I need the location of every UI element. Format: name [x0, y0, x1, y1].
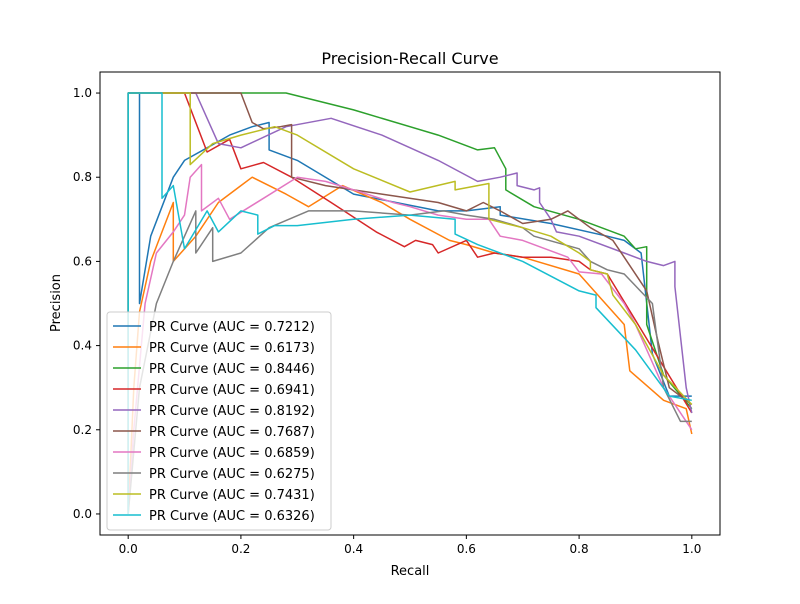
- legend-box: [106, 311, 332, 531]
- plot-lines: [127, 92, 693, 515]
- legend-entry-label: PR Curve (AUC = 0.6173): [149, 341, 315, 356]
- legend-entry-label: PR Curve (AUC = 0.6275): [149, 467, 315, 482]
- series-line-3: [127, 92, 693, 514]
- x-tick-label: 0.4: [344, 542, 363, 556]
- legend-entry-label: PR Curve (AUC = 0.7212): [149, 320, 315, 335]
- legend-entry-label: PR Curve (AUC = 0.6941): [149, 383, 315, 398]
- y-tick-label: 0.2: [73, 423, 92, 437]
- x-axis-ticks: 0.0 0.2 0.4 0.6 0.8 1.0: [119, 535, 701, 556]
- legend-entry-label: PR Curve (AUC = 0.6326): [149, 509, 315, 524]
- y-axis-ticks: 0.0 0.2 0.4 0.6 0.8 1.0: [73, 86, 100, 521]
- series-line-2: [127, 176, 693, 515]
- series-line-5: [127, 92, 693, 514]
- series-line-1: [127, 92, 692, 514]
- y-tick-label: 0.0: [73, 507, 92, 521]
- series-line-10: [127, 92, 692, 514]
- series-line-8: [127, 210, 692, 515]
- x-tick-label: 0.0: [119, 542, 138, 556]
- series-line-9: [127, 92, 693, 514]
- x-tick-label: 1.0: [682, 542, 701, 556]
- series-line-6: [127, 92, 693, 514]
- legend-entry-label: PR Curve (AUC = 0.7431): [149, 488, 315, 503]
- x-tick-label: 0.2: [231, 542, 250, 556]
- y-axis-label: Precision: [49, 274, 64, 332]
- y-tick-label: 0.8: [73, 170, 92, 184]
- legend: PR Curve (AUC = 0.7212) PR Curve (AUC = 0…: [106, 311, 332, 531]
- legend-entry-label: PR Curve (AUC = 0.7687): [149, 425, 315, 440]
- y-tick-label: 0.6: [73, 254, 92, 268]
- x-axis-label: Recall: [391, 564, 430, 579]
- y-tick-label: 1.0: [73, 86, 92, 100]
- y-tick-label: 0.4: [73, 339, 92, 353]
- series-line-7: [127, 163, 693, 515]
- plot-frame: [99, 71, 721, 536]
- x-tick-label: 0.8: [570, 542, 589, 556]
- legend-entry-label: PR Curve (AUC = 0.6859): [149, 446, 315, 461]
- legend-entry-label: PR Curve (AUC = 0.8192): [149, 404, 315, 419]
- legend-entry-label: PR Curve (AUC = 0.8446): [149, 362, 315, 377]
- chart-title: Precision-Recall Curve: [321, 49, 498, 68]
- x-tick-label: 0.6: [457, 542, 476, 556]
